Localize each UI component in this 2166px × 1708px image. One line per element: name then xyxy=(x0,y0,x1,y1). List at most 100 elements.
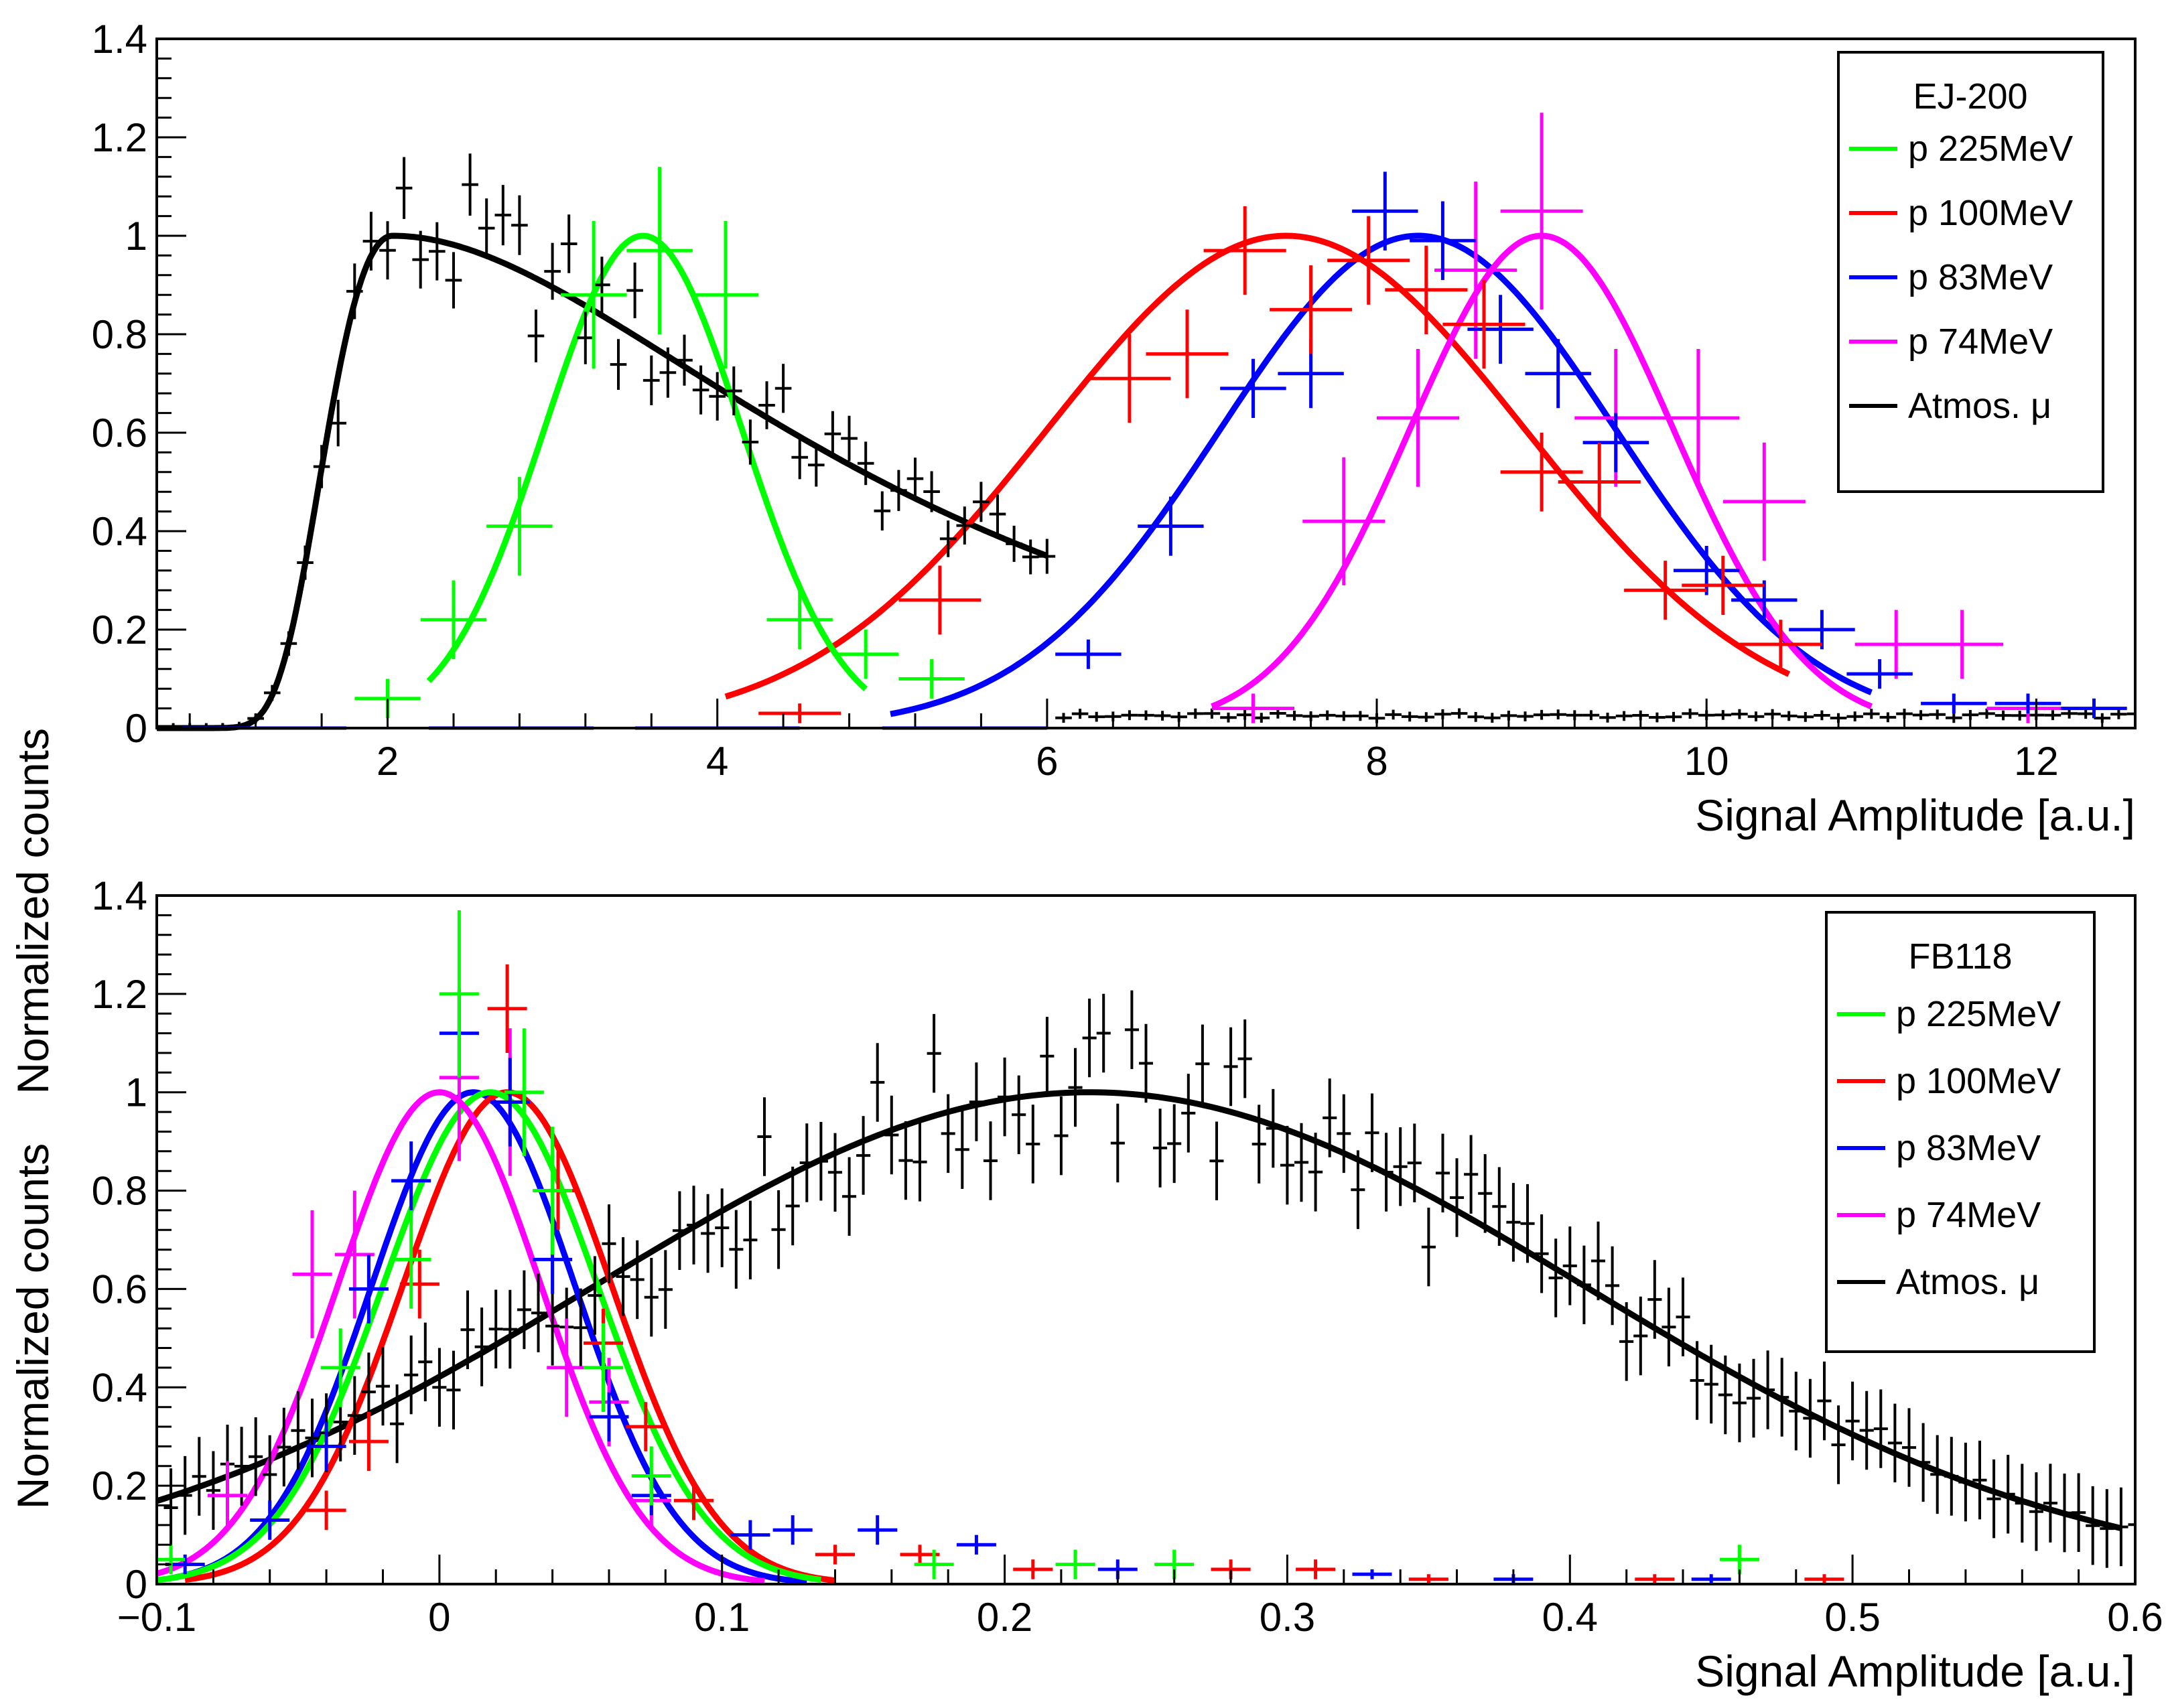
x-tick-label: 8 xyxy=(1365,739,1387,784)
data-point xyxy=(192,1437,206,1516)
data-point xyxy=(2061,698,2127,719)
data-point xyxy=(1088,711,1105,722)
data-point xyxy=(1442,280,1526,369)
legend-box xyxy=(1825,911,2096,1353)
data-point xyxy=(594,257,610,313)
x-tick-label: 0.3 xyxy=(1260,1595,1315,1640)
data-point xyxy=(626,167,693,334)
y-tick-label: 0.6 xyxy=(92,411,147,455)
data-point xyxy=(1533,709,1550,720)
data-point xyxy=(1599,713,1616,723)
data-point xyxy=(1887,1403,1902,1483)
data-points xyxy=(155,910,2137,1584)
y-tick-label: 1.2 xyxy=(92,115,147,160)
data-point xyxy=(1775,1358,1789,1437)
y-tick-label: 0 xyxy=(125,1562,147,1607)
data-point xyxy=(1863,709,1880,719)
data-point xyxy=(486,477,553,576)
y-tick-label: 0.6 xyxy=(92,1267,147,1311)
data-point xyxy=(313,445,330,488)
data-point xyxy=(2029,1472,2043,1551)
data-point xyxy=(1055,713,1072,723)
data-point xyxy=(439,910,479,1078)
data-point xyxy=(785,1166,800,1246)
data-point xyxy=(1500,433,1583,512)
legend-label: p 225MeV xyxy=(1896,994,2061,1034)
data-point xyxy=(375,1346,390,1426)
legend-entry-p-83mev: p 83MeV xyxy=(1849,257,2053,297)
data-point xyxy=(602,1204,616,1283)
data-point xyxy=(1203,708,1221,719)
data-point xyxy=(1859,1391,1874,1470)
data-point xyxy=(1944,1437,1959,1516)
y-tick-label: 0 xyxy=(125,706,147,751)
data-point xyxy=(348,1255,389,1324)
y-tick-label: 0.8 xyxy=(92,1169,147,1214)
data-point xyxy=(1994,693,2061,713)
data-point xyxy=(2043,1464,2057,1543)
data-point xyxy=(659,347,677,398)
data-point xyxy=(969,1062,984,1141)
data-point xyxy=(1797,712,1814,722)
data-point xyxy=(1237,1019,1252,1098)
data-point xyxy=(1270,265,1353,354)
data-point xyxy=(1619,1302,1634,1381)
legend-label: p 83MeV xyxy=(1908,257,2053,297)
data-point xyxy=(178,1455,192,1535)
data-point xyxy=(2015,1464,2029,1543)
data-point xyxy=(1006,525,1022,562)
data-point xyxy=(813,1122,828,1201)
data-point xyxy=(545,1287,560,1366)
data-point xyxy=(1068,1048,1083,1127)
data-point xyxy=(1633,1296,1648,1376)
data-point xyxy=(771,1190,786,1269)
data-point xyxy=(799,1123,814,1202)
y-axis-title: Normalized counts xyxy=(8,728,58,1094)
data-point xyxy=(1484,713,1501,723)
data-point xyxy=(1921,693,1987,713)
legend-label: p 74MeV xyxy=(1908,322,2053,362)
data-point xyxy=(2057,1474,2072,1553)
legend-label: p 74MeV xyxy=(1896,1195,2041,1235)
series-atmos-points xyxy=(155,990,2137,1568)
data-point xyxy=(1558,442,1641,522)
data-point xyxy=(1845,1381,1860,1461)
data-point xyxy=(1550,709,1566,719)
data-point xyxy=(1379,1133,1394,1212)
data-point xyxy=(474,1307,489,1386)
data-point xyxy=(584,1323,624,1412)
data-point xyxy=(560,214,578,273)
y-tick-label: 1 xyxy=(125,214,147,259)
data-point xyxy=(544,242,561,300)
data-point xyxy=(927,1013,941,1093)
data-point xyxy=(1220,712,1237,723)
data-point xyxy=(2100,1489,2114,1568)
legend-label: Atmos. μ xyxy=(1896,1262,2039,1302)
data-point xyxy=(687,1186,701,1265)
data-point xyxy=(1251,1105,1266,1184)
data-point xyxy=(1615,711,1633,721)
plot-frame xyxy=(155,894,2137,1585)
data-point xyxy=(874,491,891,530)
data-point xyxy=(1665,711,1682,722)
x-tick-label: 4 xyxy=(706,739,728,784)
series-p-100mev-points xyxy=(306,964,1844,1584)
data-point xyxy=(1082,998,1097,1078)
x-tick-label: 10 xyxy=(1684,739,1729,784)
data-point xyxy=(1318,710,1336,721)
data-point xyxy=(362,212,380,271)
data-point xyxy=(774,364,792,413)
data-point xyxy=(1195,1024,1210,1104)
legend-entry-p-225mev: p 225MeV xyxy=(1837,994,2061,1034)
data-point xyxy=(1209,1121,1224,1200)
data-point xyxy=(1704,1344,1718,1424)
data-point xyxy=(1506,1183,1521,1262)
data-point xyxy=(588,1256,602,1335)
data-point xyxy=(923,471,940,512)
data-point xyxy=(1110,1103,1125,1183)
data-point xyxy=(772,1515,813,1545)
data-point xyxy=(1719,1545,1759,1575)
data-point xyxy=(446,1350,461,1430)
data-point xyxy=(1418,712,1435,722)
data-point xyxy=(692,220,759,369)
